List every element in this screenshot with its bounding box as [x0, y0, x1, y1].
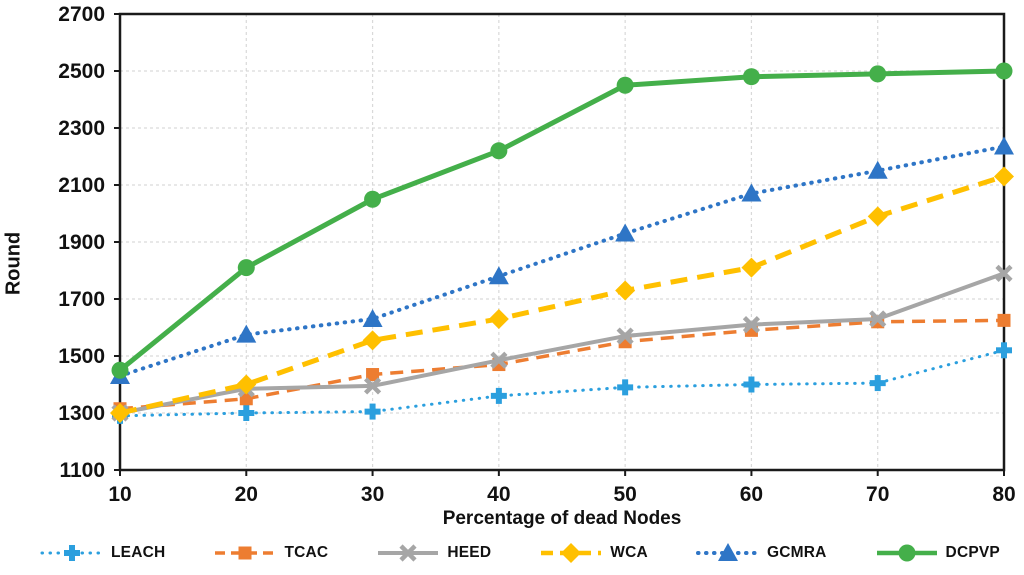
- y-tick-label: 2700: [58, 3, 105, 26]
- legend-item-dcpvp[interactable]: DCPVP: [875, 542, 1000, 564]
- legend-swatch-diamond-icon: [541, 543, 602, 563]
- legend-label: TCAC: [284, 544, 329, 561]
- x-tick-label: 40: [487, 483, 510, 506]
- plot-area: 1100 1300 1500 1700 1900 2100 2300 2500 2700 10 20…: [58, 3, 1015, 506]
- legend-swatch-square-icon: [215, 546, 276, 560]
- x-tick-label: 60: [740, 483, 763, 506]
- x-tick-label: 20: [235, 483, 258, 506]
- legend-label: WCA: [610, 544, 648, 561]
- legend-swatch-x-icon: [378, 544, 439, 562]
- series-gcmra: [110, 136, 1014, 384]
- y-tick-label: 1300: [58, 402, 105, 425]
- x-tick-label: 70: [866, 483, 889, 506]
- x-tick-label: 80: [992, 483, 1015, 506]
- y-tick-label: 2100: [58, 174, 105, 197]
- legend-item-leach[interactable]: LEACH: [40, 542, 165, 564]
- legend-item-gcmra[interactable]: GCMRA: [695, 542, 827, 564]
- x-tick-label: 50: [613, 483, 636, 506]
- x-tick-label: 10: [108, 483, 131, 506]
- y-tick-label: 2500: [58, 60, 105, 83]
- legend-swatch-circle-icon: [876, 544, 937, 562]
- legend-label: LEACH: [111, 544, 166, 561]
- legend-item-wca[interactable]: WCA: [539, 542, 648, 564]
- plot-border: [118, 12, 1006, 472]
- legend-label: GCMRA: [766, 544, 827, 561]
- legend: LEACH TCAC HEED WCA GCMRA DCPVP: [40, 537, 1000, 569]
- y-axis-title: Round: [2, 231, 25, 296]
- x-tick-label: 30: [361, 483, 384, 506]
- legend-label: DCPVP: [945, 544, 1000, 561]
- legend-swatch-triangle-icon: [695, 543, 760, 561]
- y-tick-label: 1500: [58, 345, 105, 368]
- legend-label: HEED: [447, 544, 492, 561]
- series-wca: [110, 166, 1014, 423]
- legend-item-tcac[interactable]: TCAC: [213, 542, 328, 564]
- y-tick-label: 1900: [58, 231, 105, 254]
- y-tick-label: 1700: [58, 288, 105, 311]
- y-tick-label: 2300: [58, 117, 105, 140]
- y-tick-label: 1100: [59, 459, 105, 482]
- legend-swatch-plus-icon: [40, 545, 104, 561]
- legend-item-heed[interactable]: HEED: [376, 542, 491, 564]
- series-dcpvp: [111, 62, 1013, 379]
- x-axis-title: Percentage of dead Nodes: [442, 508, 682, 529]
